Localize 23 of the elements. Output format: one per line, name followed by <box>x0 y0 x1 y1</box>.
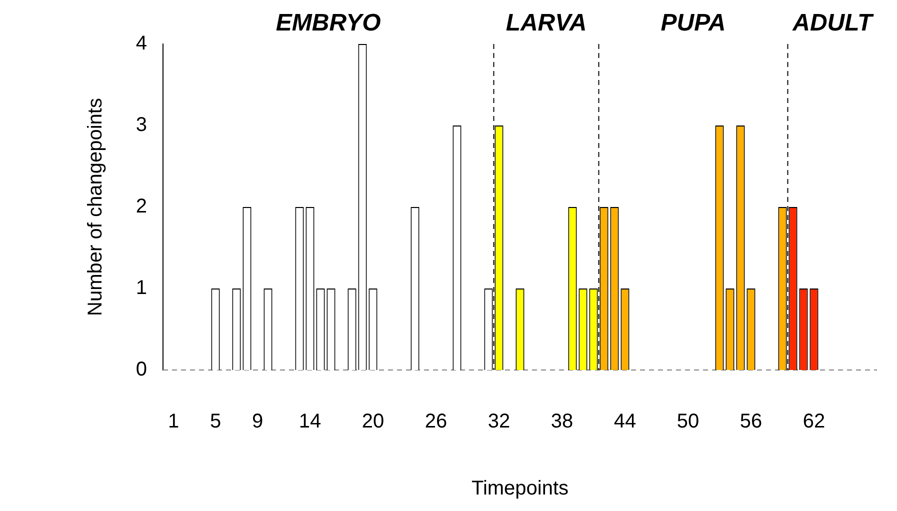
x-tick-label: 50 <box>676 410 700 433</box>
text: ADULT <box>792 10 874 37</box>
y-tick-label: 1 <box>136 277 147 300</box>
x-tick-label: 9 <box>252 410 264 433</box>
x-tick-label: 44 <box>614 410 636 433</box>
x-tick-label: 20 <box>362 410 384 433</box>
x-tick-label: 14 <box>298 410 322 433</box>
x-tick-label: 38 <box>550 410 574 433</box>
y-axis-title: Number of changepoints <box>84 98 107 316</box>
text: EMBRYO <box>276 10 382 37</box>
text: LARVA <box>506 10 587 37</box>
x-axis-title: Timepoints <box>471 478 569 500</box>
text: PUPA <box>660 10 726 37</box>
y-tick-label: 4 <box>136 32 147 55</box>
y-tick-label: 2 <box>136 196 147 218</box>
y-tick-label: 0 <box>136 358 147 381</box>
y-tick-label: 3 <box>136 114 147 136</box>
x-tick-label: 32 <box>488 410 510 433</box>
x-tick-label: 62 <box>802 410 826 433</box>
x-tick-label: 5 <box>210 410 222 433</box>
x-tick-label: 56 <box>740 410 762 433</box>
x-tick-label: 1 <box>168 410 180 433</box>
x-tick-label: 26 <box>424 410 448 433</box>
